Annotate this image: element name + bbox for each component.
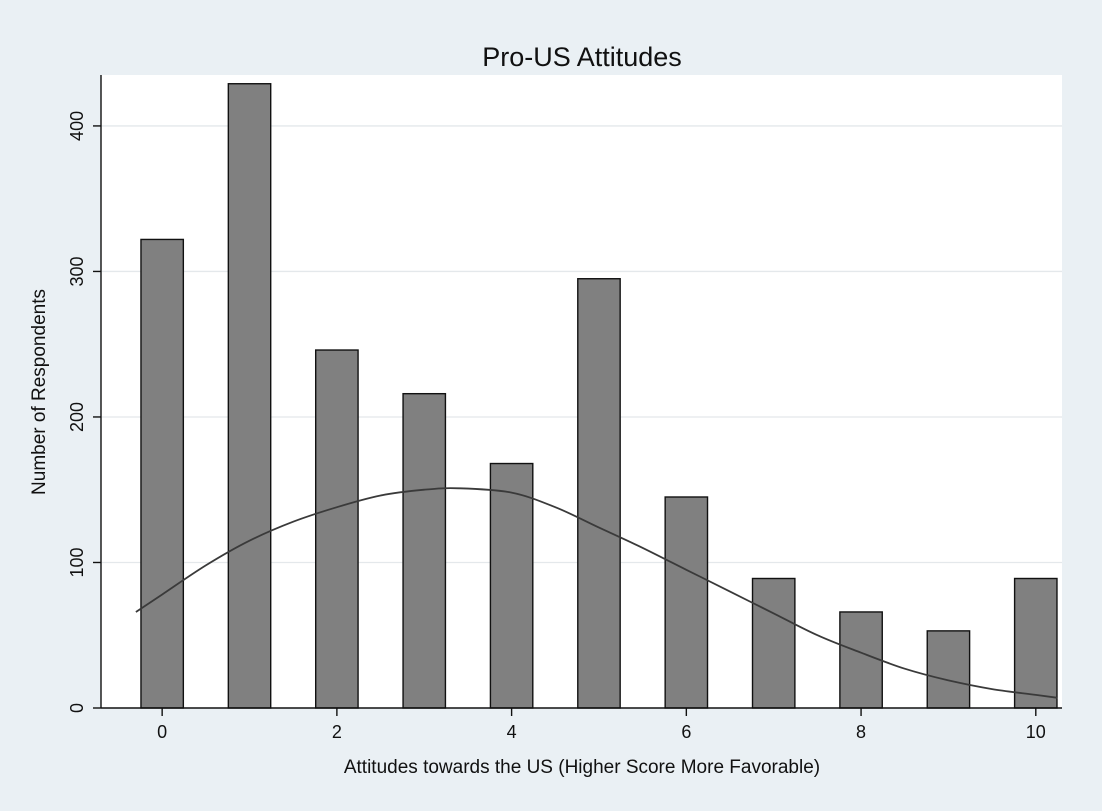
axes: 0 100 200 300 400 0 2 4 6 8 10 [67, 75, 1062, 742]
x-tick-label-0: 0 [157, 722, 167, 742]
y-tick-label-400: 400 [67, 111, 87, 141]
y-tick-label-300: 300 [67, 256, 87, 286]
x-axis-label: Attitudes towards the US (Higher Score M… [344, 757, 820, 778]
bar-3 [402, 392, 447, 709]
bar-5 [577, 278, 621, 709]
y-tick-label-0: 0 [67, 703, 87, 713]
density-curve [135, 487, 1058, 699]
bar-1 [227, 83, 272, 709]
y-tick-label-200: 200 [67, 402, 87, 432]
y-axis-label: Number of Respondents [29, 289, 50, 495]
bar-2 [314, 349, 359, 709]
bar-8 [839, 611, 883, 709]
bar-6 [664, 496, 709, 709]
bar-10 [1013, 577, 1058, 709]
bar-4 [489, 462, 534, 709]
x-tick-label-6: 6 [681, 722, 691, 742]
bar-9 [926, 630, 971, 709]
chart-title: Pro-US Attitudes [482, 42, 682, 72]
bar-7 [751, 577, 796, 709]
bar-0 [140, 238, 185, 709]
x-tick-label-4: 4 [507, 722, 517, 742]
x-tick-label-10: 10 [1026, 722, 1046, 742]
x-tick-label-8: 8 [856, 722, 866, 742]
x-tick-label-2: 2 [332, 722, 342, 742]
y-tick-label-100: 100 [67, 547, 87, 577]
